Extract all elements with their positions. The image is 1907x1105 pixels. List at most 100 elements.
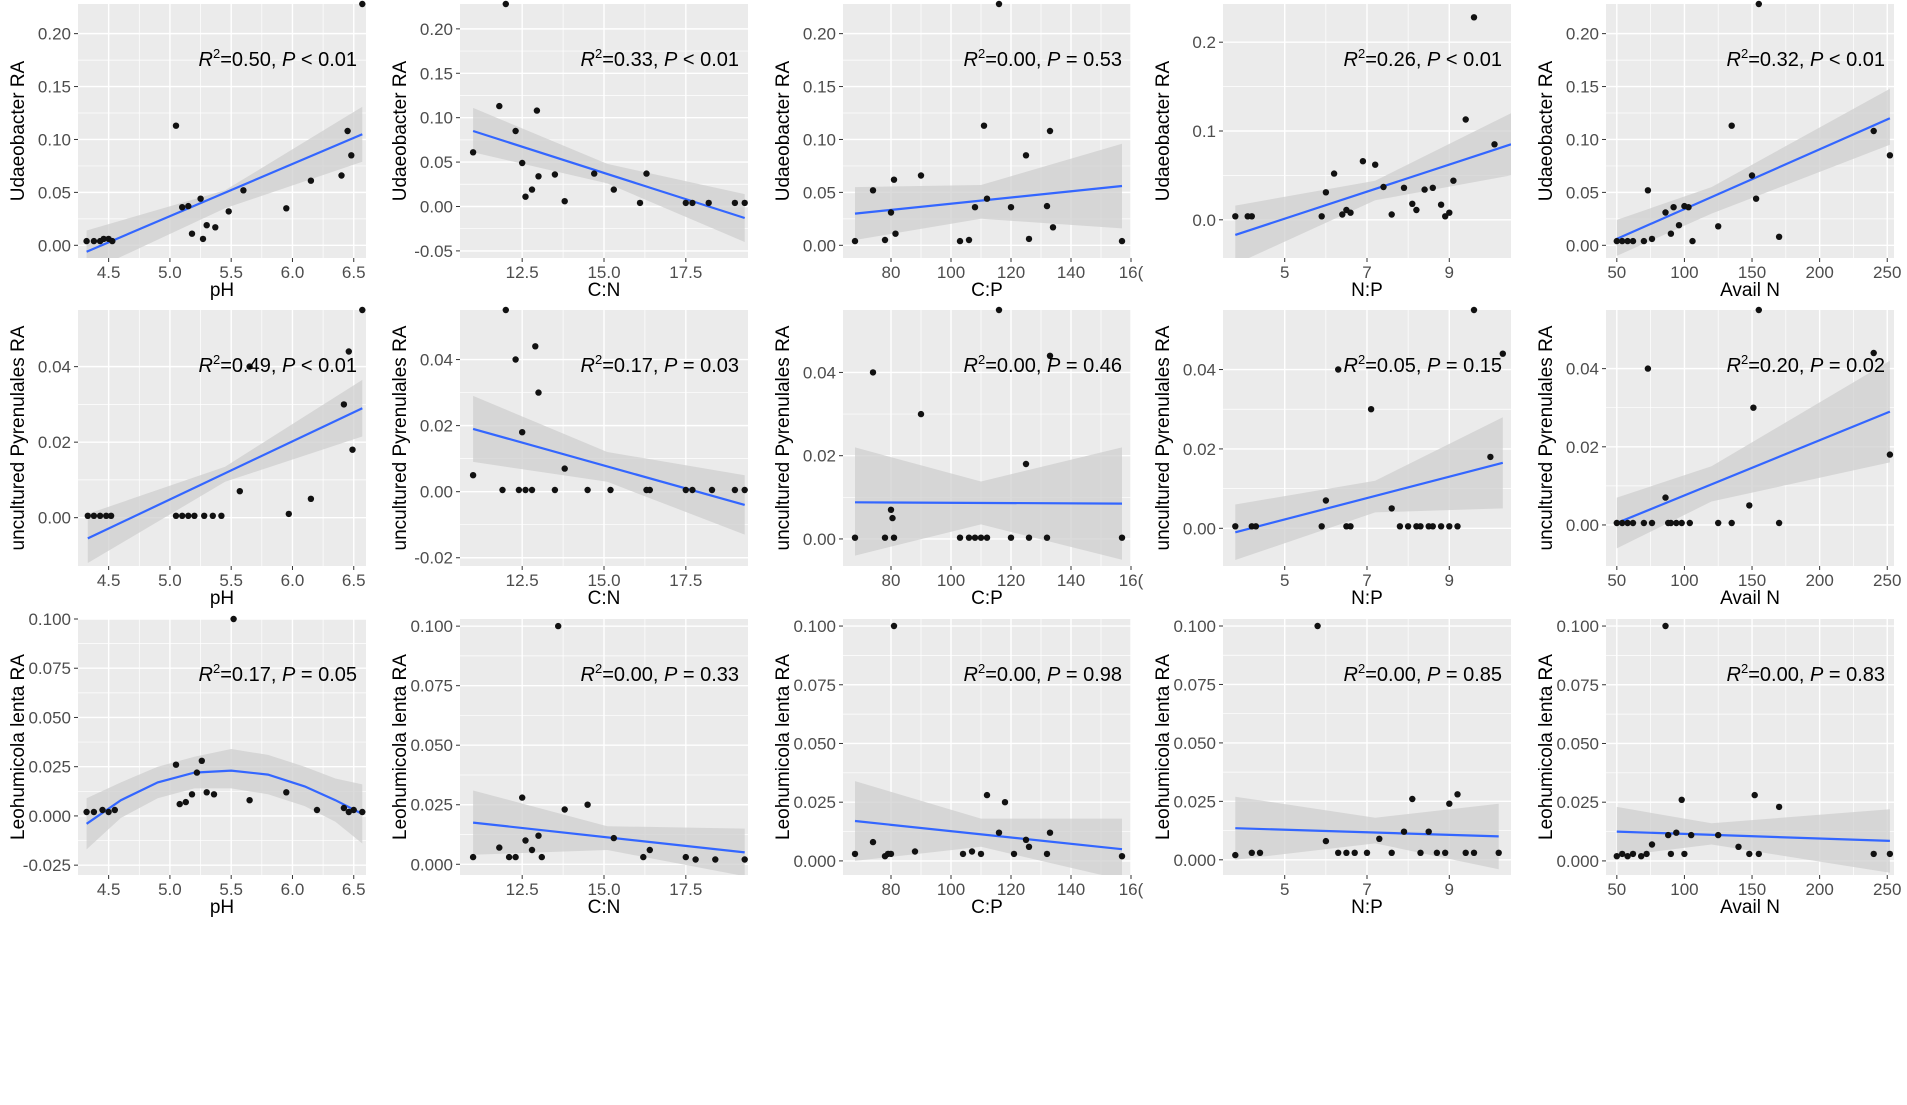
data-point — [1396, 523, 1404, 530]
y-tick-label: 0.20 — [1566, 25, 1599, 44]
data-point — [1670, 204, 1677, 211]
x-tick-label: 200 — [1805, 880, 1833, 899]
panel-r2-c5: 50 100 150 200 250 0.00 0.02 0.04 Avail N uncultu… — [1536, 306, 1901, 609]
data-point — [1678, 796, 1685, 803]
data-point — [349, 446, 356, 453]
x-tick-label: 100 — [1670, 571, 1698, 590]
stat-p: P — [282, 49, 296, 71]
data-point — [185, 202, 192, 210]
data-point — [1322, 837, 1330, 845]
data-point — [188, 791, 196, 798]
y-tick-label: 0.15 — [803, 78, 836, 97]
panel-background — [78, 619, 366, 875]
x-axis-label: pH — [210, 280, 234, 301]
y-tick-label: 0.00 — [803, 236, 836, 255]
x-tick-label: 80 — [882, 880, 901, 899]
panel-r1-c2: 12.5 15.0 17.5 -0.05 0.00 0.05 0.10 0.15 0.20 C:N… — [390, 0, 748, 301]
data-point — [198, 757, 205, 764]
confidence-band — [86, 106, 363, 258]
stat-p-value: < 0.01 — [295, 355, 357, 377]
stat-superscript: 2 — [978, 661, 985, 676]
data-point — [1755, 0, 1763, 8]
data-point — [203, 222, 210, 229]
y-tick-label: 0.02 — [803, 447, 836, 466]
stat-p-value: = 0.98 — [1060, 664, 1122, 686]
x-tick-label: 6.0 — [281, 880, 305, 899]
data-point — [307, 177, 315, 184]
data-point — [646, 846, 653, 854]
stat-p-value: < 0.01 — [677, 49, 739, 71]
y-tick-label: 0.04 — [38, 358, 71, 377]
y-tick-label: 0.025 — [793, 793, 836, 812]
data-point — [561, 806, 568, 813]
data-point — [1437, 201, 1445, 208]
data-point — [1665, 831, 1672, 839]
data-point — [741, 856, 748, 863]
data-point — [103, 512, 110, 519]
data-point — [469, 853, 477, 861]
x-tick-label: 5.5 — [219, 263, 243, 282]
data-point — [1681, 850, 1688, 858]
y-tick-label: 0.025 — [1556, 793, 1599, 812]
data-point — [522, 837, 529, 844]
data-point — [1886, 152, 1894, 159]
y-tick-label: 0.075 — [1173, 675, 1216, 694]
data-point — [1648, 235, 1656, 243]
data-point — [1417, 523, 1424, 530]
stat-p-value: < 0.01 — [1440, 49, 1502, 71]
x-tick-label: 100 — [937, 571, 965, 590]
panel-r2-c1: 4.5 5.0 5.5 6.0 6.5 0.00 0.02 0.04 pH uncultured … — [8, 306, 366, 609]
data-point — [911, 848, 919, 855]
x-tick-label: 250 — [1873, 263, 1901, 282]
data-point — [1662, 209, 1669, 216]
data-point — [889, 514, 896, 522]
y-tick-label: -0.02 — [414, 549, 453, 568]
x-axis-label: C:P — [971, 280, 1003, 301]
data-point — [1367, 406, 1375, 413]
data-point — [890, 534, 898, 541]
data-point — [1648, 841, 1656, 848]
x-tick-label: 80 — [882, 571, 901, 590]
data-point — [712, 856, 719, 863]
data-point — [1359, 158, 1367, 165]
x-tick-label: 50 — [1607, 263, 1626, 282]
x-axis-label: N:P — [1351, 588, 1383, 609]
gridlines — [78, 619, 366, 875]
data-point — [1322, 497, 1330, 504]
panel-r3-c4: 5 7 9 0.000 0.025 0.050 0.075 0.100 N:P Leohumico… — [1153, 617, 1511, 918]
confidence-band — [1235, 417, 1503, 560]
data-point — [1248, 849, 1256, 856]
x-tick-label: 100 — [1670, 880, 1698, 899]
y-tick-label: 0.02 — [420, 417, 453, 436]
confidence-band — [855, 143, 1122, 240]
stat-p: P — [282, 355, 296, 377]
data-point — [528, 486, 536, 494]
data-point — [199, 235, 207, 243]
stat-r: R — [1344, 664, 1358, 686]
data-point — [505, 853, 513, 861]
data-point — [1409, 200, 1416, 207]
confidence-band — [473, 790, 745, 875]
data-point — [1256, 849, 1264, 856]
data-point — [1613, 853, 1621, 860]
data-point — [1347, 209, 1354, 216]
data-point — [246, 797, 253, 804]
stat-annotation: R2=0.00, P = 0.98 — [964, 661, 1122, 686]
data-point — [84, 512, 92, 519]
x-tick-label: 5 — [1280, 263, 1289, 282]
data-point — [1429, 523, 1437, 530]
stat-superscript: 2 — [1741, 661, 1748, 676]
fit-line — [854, 819, 1123, 851]
y-axis-label: uncultured Pyrenulales RA — [773, 325, 794, 550]
y-tick-label: 0.00 — [38, 236, 71, 255]
data-point — [191, 512, 198, 519]
panel-r3-c1: 4.5 5.0 5.5 6.0 6.5 -0.025 0.000 0.025 0.050 0.07… — [8, 610, 366, 918]
data-point — [240, 187, 247, 194]
data-point — [1425, 828, 1432, 835]
data-point — [83, 808, 90, 816]
data-point — [971, 204, 979, 211]
data-point — [307, 495, 315, 502]
y-axis-label: Udaeobacter RA — [1536, 60, 1557, 201]
y-tick-label: 0.2 — [1192, 33, 1216, 52]
stat-r: R — [1727, 355, 1741, 377]
